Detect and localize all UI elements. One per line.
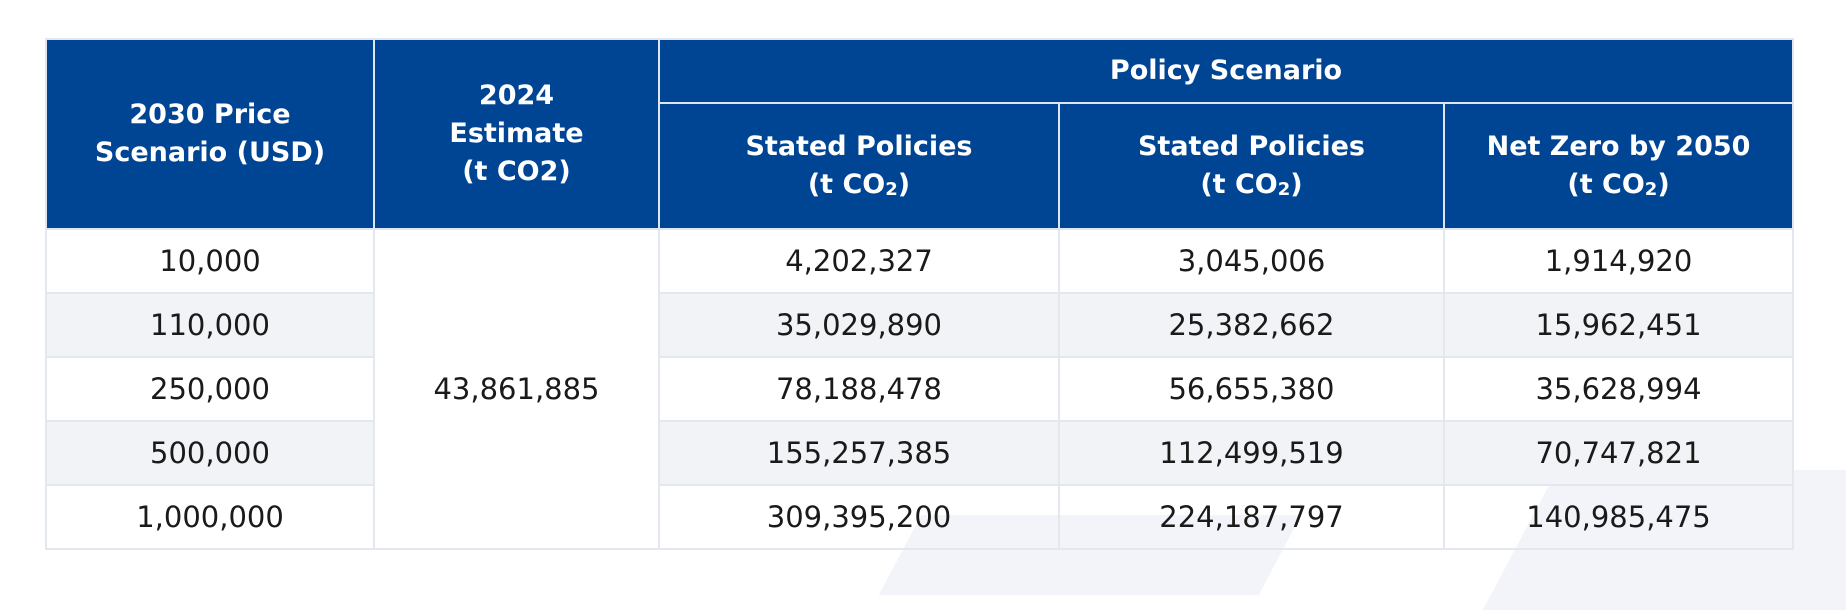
price-cell: 1,000,000 bbox=[45, 484, 375, 550]
stated-policies-1-cell: 155,257,385 bbox=[658, 420, 1060, 486]
stated-policies-1-cell: 35,029,890 bbox=[658, 292, 1060, 358]
net-zero-cell: 1,914,920 bbox=[1442, 228, 1795, 294]
table-row: 110,000 35,029,890 25,382,662 15,962,451 bbox=[45, 292, 1795, 358]
stated-policies-2-cell: 3,045,006 bbox=[1058, 228, 1445, 294]
stated-policies-1-cell: 4,202,327 bbox=[658, 228, 1060, 294]
header-row: 2030 Price Scenario (USD) 2024 Estimate … bbox=[45, 38, 1795, 230]
table-row: 1,000,000 309,395,200 224,187,797 140,98… bbox=[45, 484, 1795, 550]
subheader-row: Stated Policies (t CO2) Stated Policies … bbox=[46, 102, 1795, 230]
table-row: 250,000 78,188,478 56,655,380 35,628,994 bbox=[45, 356, 1795, 422]
table-row: 10,000 43,861,885 4,202,327 3,045,006 1,… bbox=[45, 228, 1795, 550]
emissions-scenario-table: 2030 Price Scenario (USD) 2024 Estimate … bbox=[45, 38, 1795, 550]
price-cell: 110,000 bbox=[45, 292, 375, 358]
stated-policies-2-cell: 56,655,380 bbox=[1058, 356, 1445, 422]
net-zero-cell: 35,628,994 bbox=[1442, 356, 1795, 422]
header-policy-scenario: Policy Scenario bbox=[657, 38, 1795, 104]
table-row: 500,000 155,257,385 112,499,519 70,747,8… bbox=[45, 420, 1795, 486]
stated-policies-2-cell: 25,382,662 bbox=[1058, 292, 1445, 358]
stated-policies-2-cell: 112,499,519 bbox=[1058, 420, 1445, 486]
net-zero-cell: 15,962,451 bbox=[1442, 292, 1795, 358]
stated-policies-1-cell: 309,395,200 bbox=[658, 484, 1060, 550]
header-net-zero-2050: Net Zero by 2050 (t CO2) bbox=[1442, 102, 1795, 230]
net-zero-cell: 70,747,821 bbox=[1442, 420, 1795, 486]
estimate-2024-cell: 43,861,885 bbox=[373, 228, 660, 550]
header-price-scenario: 2030 Price Scenario (USD) bbox=[45, 38, 375, 230]
net-zero-cell: 140,985,475 bbox=[1442, 484, 1795, 550]
header-stated-policies-2: Stated Policies (t CO2) bbox=[1058, 102, 1445, 230]
price-cell: 250,000 bbox=[45, 356, 375, 422]
header-stated-policies-1: Stated Policies (t CO2) bbox=[658, 102, 1060, 230]
header-2024-estimate: 2024 Estimate (t CO2) bbox=[373, 38, 660, 230]
stated-policies-1-cell: 78,188,478 bbox=[658, 356, 1060, 422]
stated-policies-2-cell: 224,187,797 bbox=[1058, 484, 1445, 550]
price-cell: 500,000 bbox=[45, 420, 375, 486]
price-cell: 10,000 bbox=[45, 228, 375, 294]
